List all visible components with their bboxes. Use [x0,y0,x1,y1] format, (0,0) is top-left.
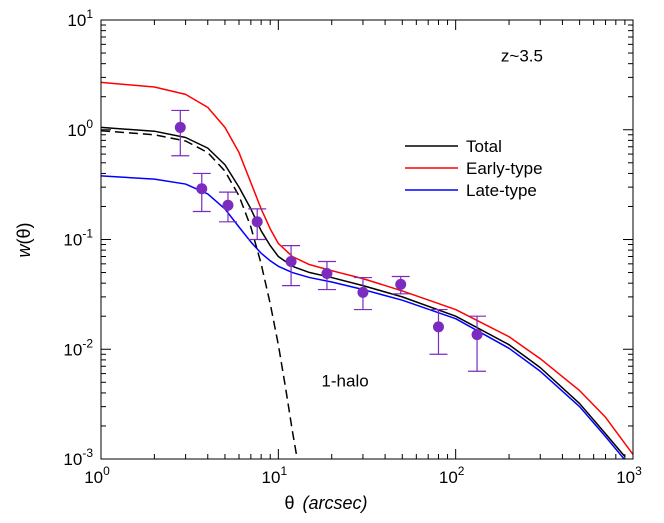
y-axis-label: w(θ) [14,223,34,258]
annotations-layer: z~3.5 1-halo [321,46,543,390]
y-tick-label: 10-1 [63,227,93,250]
series-line-late-type [101,175,626,459]
x-axis-unit: (arcsec) [303,493,368,513]
tick-label-base: 10 [616,468,635,487]
data-point [357,286,369,298]
data-point [285,256,297,268]
tick-label-base: 10 [67,11,86,30]
tick-label-base: 10 [84,468,103,487]
tick-label-exponent: 1 [86,7,93,21]
x-tick-label: 102 [439,464,465,487]
data-point [222,199,234,211]
annotation: 1-halo [321,371,368,390]
tick-label-exponent: 2 [458,464,465,478]
y-tick-label: 101 [67,7,93,30]
plot-frame [100,19,634,460]
annotation: z~3.5 [501,46,543,65]
tick-label-base: 10 [63,450,82,469]
error-bar [171,109,190,157]
legend: Total Early-type Late-type [405,137,543,200]
tick-label-base: 10 [63,231,82,250]
x-tick-label: 100 [84,464,110,487]
y-tick-label: 10-2 [63,336,93,359]
y-tick-label: 100 [67,117,93,140]
x-tick-label: 103 [616,464,642,487]
ticks-layer [100,19,634,460]
y-axis-arg: (θ) [14,223,34,245]
data-point [395,278,407,290]
tick-label-exponent: -2 [82,336,93,350]
error-bar [468,315,487,372]
data-point [251,216,263,228]
tick-label-exponent: -3 [82,446,93,460]
tick-label-base: 10 [262,468,281,487]
x-axis-symbol: θ [284,493,294,513]
y-tick-label: 10-3 [63,446,93,469]
data-point [432,321,444,333]
tick-label-exponent: 1 [280,464,287,478]
data-points-layer [174,121,483,341]
series-line-1-halo [101,129,298,459]
tick-label-exponent: 0 [103,464,110,478]
legend-item: Late-type [405,181,537,200]
tick-label-exponent: 3 [635,464,642,478]
tick-label-exponent: -1 [82,227,93,241]
y-axis-main: w [14,244,34,258]
legend-item: Early-type [405,159,543,178]
data-point [174,121,186,133]
legend-label: Total [466,137,502,156]
tick-label-base: 10 [67,121,86,140]
legend-label: Late-type [466,181,537,200]
data-point [321,268,333,280]
legend-item: Total [405,137,502,156]
data-point [471,329,483,341]
x-axis-label: θ (arcsec) [284,493,367,513]
tick-label-exponent: 0 [86,117,93,131]
tick-label-base: 10 [439,468,458,487]
x-tick-label: 101 [262,464,288,487]
data-point [196,183,208,195]
tick-label-base: 10 [63,340,82,359]
legend-label: Early-type [466,159,543,178]
